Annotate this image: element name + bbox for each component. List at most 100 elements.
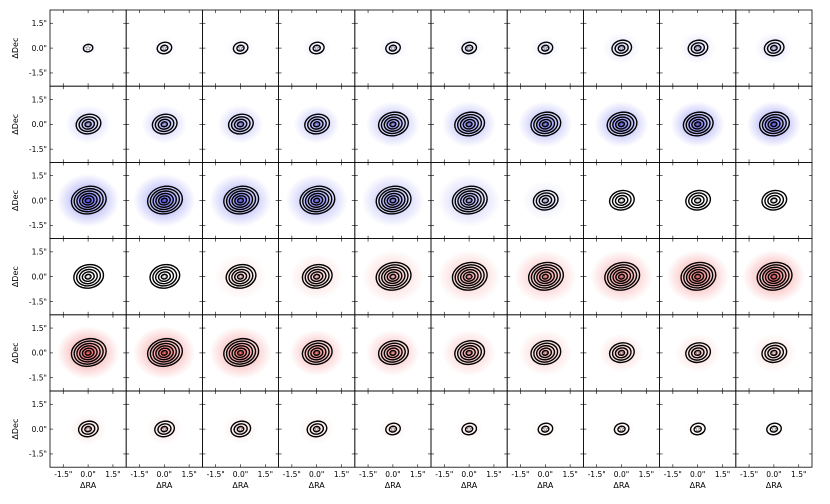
- contour-line: [613, 422, 630, 436]
- contour-line: [307, 192, 327, 208]
- contour-line: [611, 344, 632, 361]
- x-tick-label: 0.0": [614, 470, 629, 479]
- panel-2-5: ☆: [354, 85, 432, 163]
- contour-line: [304, 113, 331, 135]
- contour-line: [770, 121, 778, 128]
- contour-line: [152, 342, 177, 363]
- contour-line: [225, 340, 257, 365]
- contour-line: [615, 271, 629, 282]
- contour-line: [377, 111, 409, 137]
- star-marker: ☆: [313, 272, 320, 281]
- emission-glow: [149, 35, 179, 61]
- contour-line: [146, 337, 184, 368]
- emission-glow: [437, 173, 501, 228]
- star-marker: ☆: [618, 272, 625, 281]
- contour-line: [527, 261, 565, 291]
- panel-2-7: ☆: [506, 85, 584, 163]
- star-marker: ☆: [85, 348, 92, 357]
- contour-line: [78, 268, 98, 285]
- panel-4-3: ☆: [201, 238, 279, 316]
- panel-5-7: ☆: [506, 314, 584, 392]
- contour-line: [308, 41, 325, 55]
- panel-6-8: ☆: [583, 390, 661, 468]
- y-tick-label: -1.5": [29, 145, 47, 154]
- contour-line: [73, 340, 104, 365]
- star-marker: ☆: [313, 425, 320, 434]
- emission-glow: [378, 35, 408, 61]
- contour-line: [157, 423, 172, 435]
- emission-glow: [145, 413, 183, 445]
- contour-line: [767, 271, 781, 282]
- emission-glow: [293, 104, 340, 144]
- contour-line: [78, 345, 98, 361]
- star-marker: ☆: [85, 120, 92, 129]
- emission-glow: [77, 39, 99, 57]
- star-marker: ☆: [161, 120, 168, 129]
- contour-line: [381, 190, 406, 211]
- contour-line: [459, 344, 479, 361]
- y-axis-label: ΔDec: [11, 419, 20, 440]
- contour-line: [682, 111, 714, 137]
- contour-line: [693, 425, 703, 433]
- star-marker: ☆: [237, 425, 244, 434]
- star-marker: ☆: [237, 44, 244, 53]
- contour-line: [683, 264, 714, 289]
- y-tick-label: -1.5": [29, 221, 47, 230]
- y-tick-label: -1.5": [29, 297, 47, 306]
- contour-line: [611, 192, 632, 209]
- contour-line: [687, 39, 709, 57]
- panel-6-10: ☆: [735, 390, 813, 468]
- x-tick-label: -1.5": [130, 470, 148, 479]
- panel-6-3: ☆: [201, 390, 279, 468]
- star-marker: ☆: [313, 44, 320, 53]
- contour-line: [73, 187, 104, 213]
- contour-line: [157, 347, 171, 359]
- emission-glow: [298, 413, 336, 445]
- contour-line: [608, 342, 635, 364]
- emission-glow: [221, 413, 260, 445]
- star-marker: ☆: [85, 272, 92, 281]
- panel-5-8: ☆: [583, 314, 661, 392]
- contour-line: [609, 266, 635, 287]
- panel-5-4: ☆: [278, 314, 356, 392]
- contour-line: [236, 197, 245, 204]
- star-marker: ☆: [161, 196, 168, 205]
- panel-1-4: ☆: [278, 9, 356, 87]
- star-marker: ☆: [542, 348, 549, 357]
- emission-glow: [365, 329, 420, 376]
- contour-line: [309, 118, 324, 130]
- panels-layer: ☆ ☆ ☆ ☆ ☆ ☆ ☆ ☆ ☆ ☆ ☆ ☆ ☆ ☆ ☆ ☆ ☆ ☆ ☆ ☆ ☆ ☆ ☆ ☆ ☆ ☆ ☆ ☆ ☆ ☆ ☆ ☆ ☆ ☆ ☆ ☆ ☆ ☆ ☆ ☆…: [49, 9, 813, 468]
- contour-line: [540, 44, 550, 52]
- panel-1-3: ☆: [201, 9, 279, 87]
- contour-line: [536, 268, 555, 285]
- panel-1-8: ☆: [583, 9, 661, 87]
- y-tick-label: 0.0": [32, 44, 47, 53]
- panel-4-2: ☆: [125, 238, 203, 316]
- contour-line: [84, 197, 92, 204]
- contour-line: [759, 264, 790, 289]
- y-tick-label: 0.0": [32, 120, 47, 129]
- contour-line: [383, 344, 403, 361]
- star-marker: ☆: [542, 272, 549, 281]
- contour-line: [157, 271, 172, 283]
- x-tick-label: 1.5": [639, 470, 654, 479]
- emission-glow: [751, 333, 797, 373]
- contour-line: [310, 347, 324, 359]
- contour-line: [388, 44, 398, 52]
- contour-line: [541, 121, 549, 128]
- panel-6-5: ☆: [354, 390, 432, 468]
- contour-line: [230, 420, 252, 438]
- contour-line: [225, 187, 257, 213]
- panel-4-10: ☆: [735, 238, 813, 316]
- x-axis-label: ΔRA: [766, 481, 783, 490]
- emission-glow: [746, 101, 801, 148]
- contour-line: [313, 197, 321, 204]
- contour-line: [465, 197, 473, 204]
- contour-line: [152, 190, 177, 211]
- contour-line: [756, 261, 793, 291]
- emission-glow: [602, 32, 641, 64]
- contour-line: [451, 185, 488, 215]
- contour-line: [454, 340, 486, 366]
- panel-3-6: ☆: [430, 161, 508, 239]
- panel-6-4: ☆: [278, 390, 356, 468]
